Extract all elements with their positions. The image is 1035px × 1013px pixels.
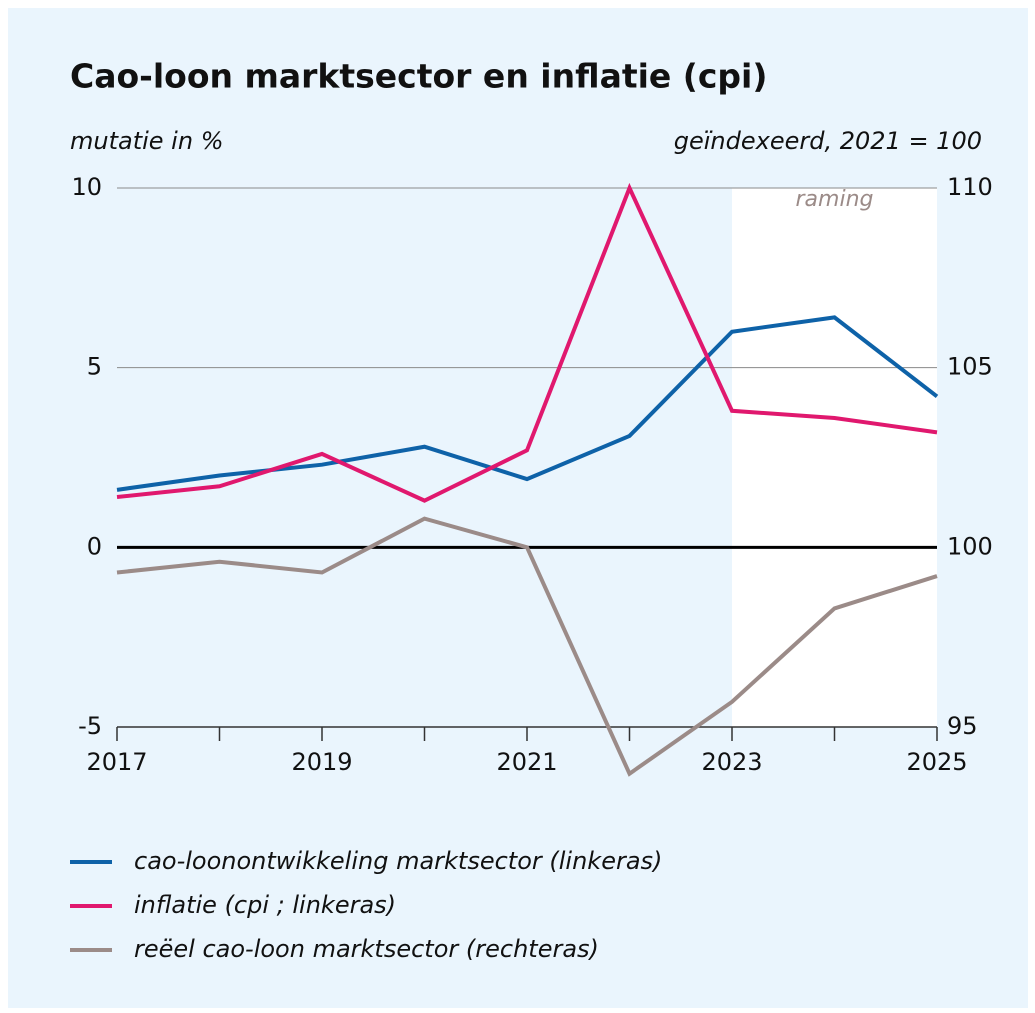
- y-tick-label: -5: [78, 712, 102, 740]
- y2-tick-label: 105: [947, 353, 993, 381]
- series-line: [116, 315, 939, 492]
- legend-label: inflatie (cpi ; linkeras): [134, 891, 396, 919]
- y2-tick-label: 110: [947, 173, 993, 201]
- legend-label: reëel cao-loon marktsector (rechteras): [134, 935, 599, 963]
- legend-label: cao-loonontwikkeling marktsector (linker…: [134, 847, 662, 875]
- x-tick-label: 2019: [291, 748, 352, 776]
- y-tick-label: 10: [71, 173, 102, 201]
- y2-tick-label: 95: [947, 712, 978, 740]
- y2-axis-label: geïndexeerd, 2021 = 100: [674, 127, 982, 155]
- x-tick-label: 2021: [496, 748, 557, 776]
- x-tick-label: 2025: [906, 748, 967, 776]
- series-line: [116, 516, 938, 777]
- x-tick-label: 2023: [701, 748, 762, 776]
- y2-tick-label: 100: [947, 532, 993, 560]
- chart-title: Cao-loon marktsector en inflatie (cpi): [70, 57, 767, 96]
- x-tick-label: 2017: [86, 748, 147, 776]
- y-axis-label: mutatie in %: [70, 127, 224, 155]
- forecast-label: raming: [796, 187, 874, 212]
- y-tick-label: 0: [87, 532, 102, 560]
- series-line: [116, 182, 938, 503]
- y-tick-label: 5: [87, 353, 102, 381]
- forecast-region: [732, 188, 937, 727]
